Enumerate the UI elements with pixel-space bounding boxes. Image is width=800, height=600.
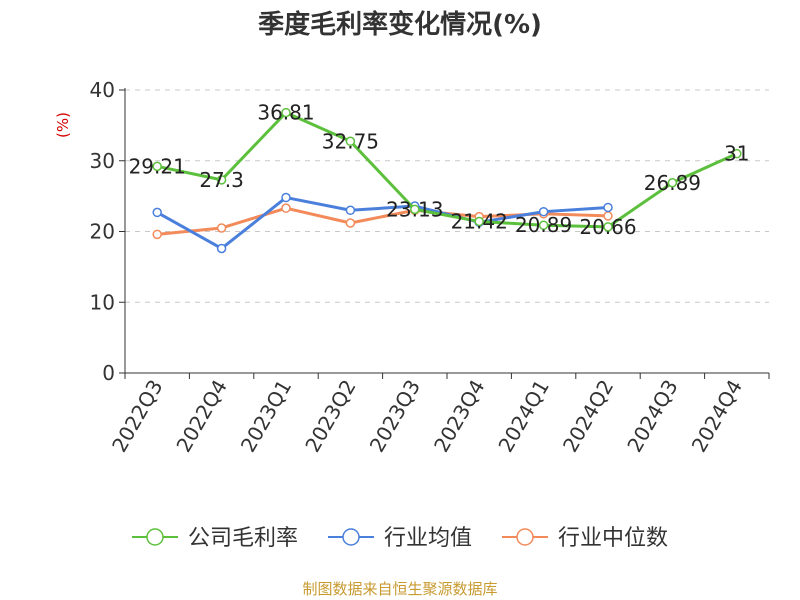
data-point (281, 107, 291, 118)
x-tick-label: 2023Q4 (429, 376, 489, 457)
data-label: 32.75 (322, 129, 379, 153)
x-tick-label: 2023Q3 (365, 376, 425, 457)
data-label: 31 (724, 142, 749, 166)
x-tick-label: 2023Q2 (300, 376, 360, 457)
data-point (538, 220, 549, 230)
data-label: 26.89 (644, 171, 701, 195)
legend-label: 行业中位数 (558, 526, 668, 551)
data-point (345, 136, 356, 147)
y-axis-label: (%) (54, 112, 72, 138)
data-point (667, 178, 678, 188)
data-label: 21.42 (451, 209, 508, 233)
x-tick-label: 2024Q3 (622, 376, 682, 457)
legend-swatch-marker (342, 528, 360, 546)
x-tick-label: 2022Q3 (107, 376, 167, 457)
source-note: 制图数据来自恒生聚源数据库 (302, 580, 498, 598)
data-point (603, 202, 613, 213)
data-point (474, 216, 484, 227)
x-tick-label: 2024Q2 (558, 376, 618, 457)
legend: 公司毛利率 行业均值 行业中位数 (132, 526, 668, 551)
data-point (603, 222, 613, 232)
y-tick-label: 30 (90, 149, 115, 173)
data-point (538, 206, 549, 217)
data-point (281, 203, 291, 213)
legend-label: 行业均值 (384, 526, 472, 551)
y-tick-label: 40 (90, 78, 115, 102)
x-tick-label: 2022Q4 (171, 376, 231, 457)
series-layer (152, 107, 742, 254)
series-line (156, 196, 609, 250)
data-point (216, 223, 227, 233)
data-point (216, 243, 227, 254)
y-tick-label: 20 (90, 220, 115, 244)
grid-layer (125, 89, 769, 303)
legend-item: 行业中位数 (502, 526, 668, 551)
series-line (156, 111, 738, 229)
data-point (410, 204, 420, 215)
y-tick-label: 0 (102, 361, 115, 385)
data-label: 23.13 (386, 197, 443, 221)
legend-swatch-marker (146, 528, 164, 546)
data-point (152, 229, 162, 240)
x-tick-label: 2024Q4 (687, 376, 747, 457)
legend-label: 公司毛利率 (188, 526, 298, 551)
legend-item: 公司毛利率 (132, 526, 298, 551)
x-tick-label: 2024Q1 (493, 376, 553, 457)
data-label: 29.21 (129, 154, 186, 178)
data-label: 27.3 (199, 168, 244, 192)
data-point (152, 207, 162, 218)
data-point (732, 148, 742, 159)
chart-title: 季度毛利率变化情况(%) (258, 10, 542, 40)
data-point (281, 192, 291, 203)
data-label: 20.66 (579, 215, 636, 239)
data-point (152, 161, 162, 172)
legend-swatch-marker (516, 528, 534, 546)
data-point (345, 218, 356, 228)
data-point (345, 205, 356, 216)
data-point (216, 175, 227, 185)
x-tick-label: 2023Q1 (236, 376, 296, 457)
legend-item: 行业均值 (328, 526, 472, 551)
data-label: 36.81 (257, 101, 314, 125)
y-tick-label: 10 (90, 290, 115, 314)
data-label-layer: 29.21 27.3 36.81 32.75 23.13 21.42 20.89 20.66 2… (129, 101, 750, 239)
data-label: 20.89 (515, 213, 572, 237)
